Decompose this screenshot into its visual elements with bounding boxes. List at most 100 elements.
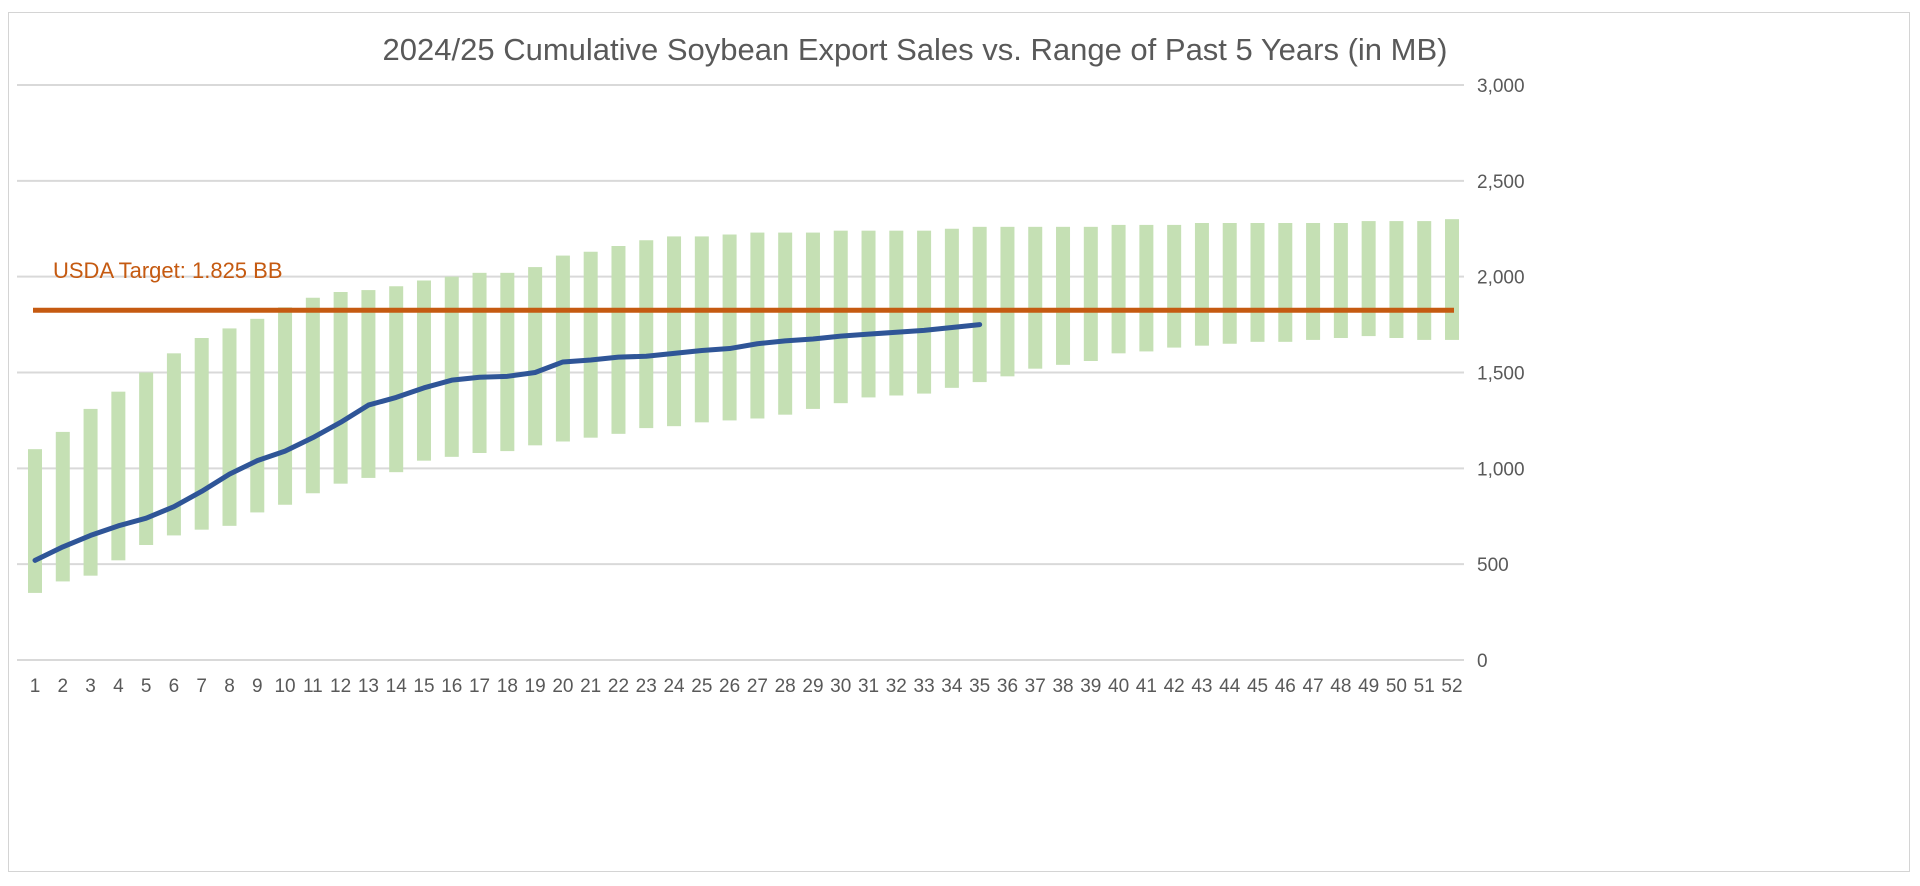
x-tick-label: 10 — [274, 676, 295, 697]
x-axis-tick-labels: 1 2 3 4 5 6 7 8 9 10 11 12 13 14 15 16 17 18 19 20 21 22 23 24 2… — [30, 676, 1463, 697]
y-tick-label: 0 — [1477, 651, 1488, 672]
x-tick-label: 8 — [224, 676, 235, 697]
soybean-export-chart: 2024/25 Cumulative Soybean Export Sales … — [17, 32, 1525, 697]
x-tick-label: 40 — [1108, 676, 1129, 697]
range-bar — [111, 391, 126, 561]
range-bar — [611, 246, 626, 434]
y-tick-label: 500 — [1477, 555, 1509, 576]
range-bar — [1389, 221, 1404, 338]
x-tick-label: 25 — [691, 676, 712, 697]
x-tick-label: 7 — [196, 676, 207, 697]
chart-frame: 2024/25 Cumulative Soybean Export Sales … — [8, 12, 1910, 872]
x-tick-label: 49 — [1358, 676, 1379, 697]
x-tick-label: 15 — [413, 676, 434, 697]
chart-title: 2024/25 Cumulative Soybean Export Sales … — [383, 32, 1448, 67]
range-bar — [1083, 226, 1098, 361]
range-bar — [250, 318, 265, 513]
x-tick-label: 20 — [552, 676, 573, 697]
range-bar — [278, 307, 293, 505]
current-season-line — [32, 322, 983, 563]
range-bar — [333, 292, 348, 484]
range-bar — [500, 272, 515, 452]
range-bar — [722, 234, 737, 421]
x-tick-label: 1 — [30, 676, 41, 697]
x-tick-label: 3 — [85, 676, 96, 697]
x-tick-label: 42 — [1164, 676, 1185, 697]
x-tick-label: 37 — [1025, 676, 1046, 697]
range-bar — [833, 230, 848, 404]
range-bar — [194, 338, 209, 530]
x-tick-label: 35 — [969, 676, 990, 697]
x-tick-label: 41 — [1136, 676, 1157, 697]
x-tick-label: 47 — [1303, 676, 1324, 697]
range-bar — [639, 240, 654, 429]
range-bar — [305, 297, 320, 494]
x-tick-label: 4 — [113, 676, 124, 697]
x-tick-label: 30 — [830, 676, 851, 697]
range-bar — [972, 226, 987, 383]
x-tick-label: 32 — [886, 676, 907, 697]
x-tick-label: 5 — [141, 676, 152, 697]
y-tick-label: 2,500 — [1477, 172, 1525, 193]
range-bar — [1333, 223, 1348, 338]
range-bar — [139, 372, 154, 545]
range-bar — [472, 272, 487, 453]
range-bar — [1417, 221, 1432, 340]
range-bar — [361, 290, 376, 478]
range-bar — [1361, 221, 1376, 337]
range-bar — [1306, 223, 1321, 340]
x-tick-label: 51 — [1414, 676, 1435, 697]
range-bar — [861, 230, 876, 398]
x-tick-label: 34 — [941, 676, 963, 697]
x-tick-label: 29 — [802, 676, 823, 697]
range-bar — [1111, 224, 1126, 354]
x-tick-label: 13 — [358, 676, 379, 697]
range-bar — [1250, 223, 1265, 342]
current-season-series — [32, 322, 983, 563]
x-tick-label: 28 — [775, 676, 796, 697]
range-bar — [1278, 223, 1293, 342]
x-tick-label: 39 — [1080, 676, 1101, 697]
x-tick-label: 38 — [1052, 676, 1073, 697]
x-tick-label: 11 — [303, 676, 323, 697]
x-tick-label: 50 — [1386, 676, 1407, 697]
x-tick-label: 27 — [747, 676, 768, 697]
range-bar — [222, 328, 237, 526]
y-tick-label: 1,000 — [1477, 459, 1525, 480]
x-tick-label: 43 — [1191, 676, 1212, 697]
range-bar — [528, 267, 543, 446]
range-bar — [1139, 224, 1154, 352]
range-bar — [667, 236, 682, 427]
range-bar — [555, 255, 570, 442]
x-tick-label: 16 — [441, 676, 462, 697]
x-tick-label: 18 — [497, 676, 518, 697]
range-bar — [750, 232, 765, 419]
x-tick-label: 31 — [858, 676, 879, 697]
x-tick-label: 17 — [469, 676, 490, 697]
range-bar — [55, 431, 70, 582]
x-tick-label: 12 — [330, 676, 351, 697]
range-bar — [444, 276, 459, 457]
y-tick-label: 2,000 — [1477, 268, 1525, 289]
range-bar — [1222, 223, 1237, 344]
usda-target-label: USDA Target: 1.825 BB — [53, 258, 283, 283]
x-tick-label: 9 — [252, 676, 263, 697]
range-bar — [416, 280, 431, 461]
x-tick-label: 6 — [169, 676, 180, 697]
x-tick-label: 21 — [580, 676, 601, 697]
range-bar — [1056, 226, 1071, 365]
range-bar — [1194, 223, 1209, 346]
x-tick-label: 52 — [1441, 676, 1462, 697]
range-bar — [694, 236, 709, 423]
x-tick-label: 19 — [525, 676, 546, 697]
x-tick-label: 23 — [636, 676, 657, 697]
x-tick-label: 36 — [997, 676, 1018, 697]
range-bar — [389, 286, 404, 473]
x-tick-label: 26 — [719, 676, 740, 697]
y-tick-label: 1,500 — [1477, 364, 1525, 385]
range-bar — [1000, 226, 1015, 377]
range-bar — [28, 449, 42, 593]
x-tick-label: 2 — [57, 676, 68, 697]
range-bar — [805, 232, 820, 409]
range-bar — [583, 251, 598, 438]
